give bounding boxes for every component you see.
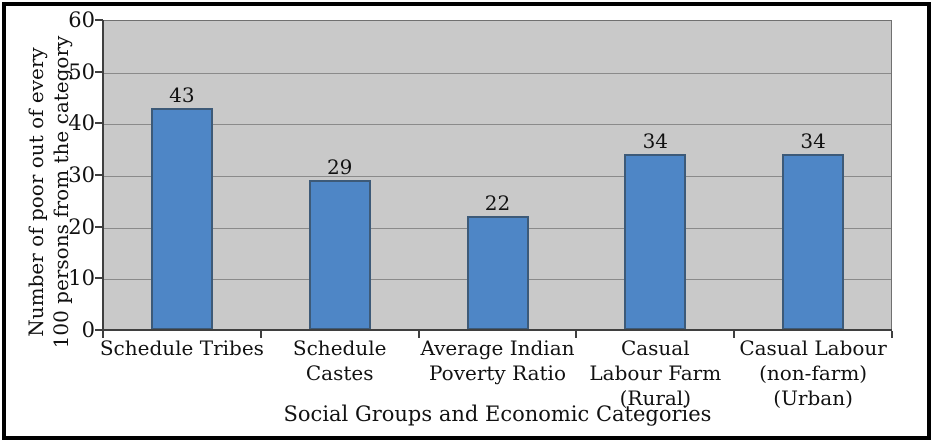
y-tick-label-30: 30 [68, 163, 95, 187]
gridline-30 [104, 176, 891, 177]
y-tick-mark-50 [95, 70, 103, 73]
y-tick-label-60: 60 [68, 8, 95, 32]
x-axis-title: Social Groups and Economic Categories [283, 402, 712, 426]
bar-casual-labour-non-farm-urban [782, 154, 845, 330]
x-axis-line [102, 329, 892, 331]
y-tick-mark-40 [95, 122, 103, 125]
x-tick-mark-1 [259, 331, 262, 338]
y-tick-mark-20 [95, 225, 103, 228]
bar-value-label-schedule-castes: 29 [326, 155, 353, 180]
x-tick-mark-0 [102, 331, 104, 338]
bar-casual-labour-farm-rural [624, 154, 687, 330]
x-tick-mark-2 [417, 331, 420, 338]
gridline-40 [104, 124, 891, 126]
bar-value-label-casual-labour-farm-rural: 34 [642, 129, 669, 154]
x-category-label-casual-labour-non-farm-urban: Casual Labour (non-farm) (Urban) [739, 336, 887, 410]
y-tick-label-50: 50 [68, 59, 95, 84]
y-tick-label-40: 40 [68, 111, 95, 136]
y-tick-mark-30 [95, 174, 103, 176]
bar-value-label-average-indian-poverty-ratio: 22 [484, 191, 511, 216]
bar-average-indian-poverty-ratio [466, 216, 529, 330]
x-category-label-casual-labour-farm-rural: Casual Labour Farm (Rural) [589, 336, 722, 410]
x-category-label-schedule-castes: Schedule Castes [292, 336, 387, 385]
y-tick-mark-60 [95, 19, 103, 21]
bar-schedule-castes [308, 180, 371, 330]
y-tick-mark-0 [95, 329, 103, 331]
y-tick-label-0: 0 [81, 318, 95, 342]
x-tick-mark-3 [575, 331, 578, 338]
bar-value-label-schedule-tribes: 43 [169, 82, 195, 107]
bar-value-label-casual-labour-non-farm-urban: 34 [800, 129, 826, 154]
y-tick-label-20: 20 [68, 214, 95, 239]
y-axis-line [102, 20, 104, 331]
y-tick-mark-10 [95, 277, 103, 280]
bar-schedule-tribes [150, 107, 213, 330]
x-category-label-average-indian-poverty-ratio: Average Indian Poverty Ratio [420, 336, 575, 385]
gridline-50 [104, 72, 891, 74]
x-tick-mark-4 [733, 331, 736, 338]
x-category-label-schedule-tribes: Schedule Tribes [99, 336, 264, 360]
y-tick-label-10: 10 [68, 266, 95, 291]
x-tick-mark-5 [891, 331, 893, 338]
